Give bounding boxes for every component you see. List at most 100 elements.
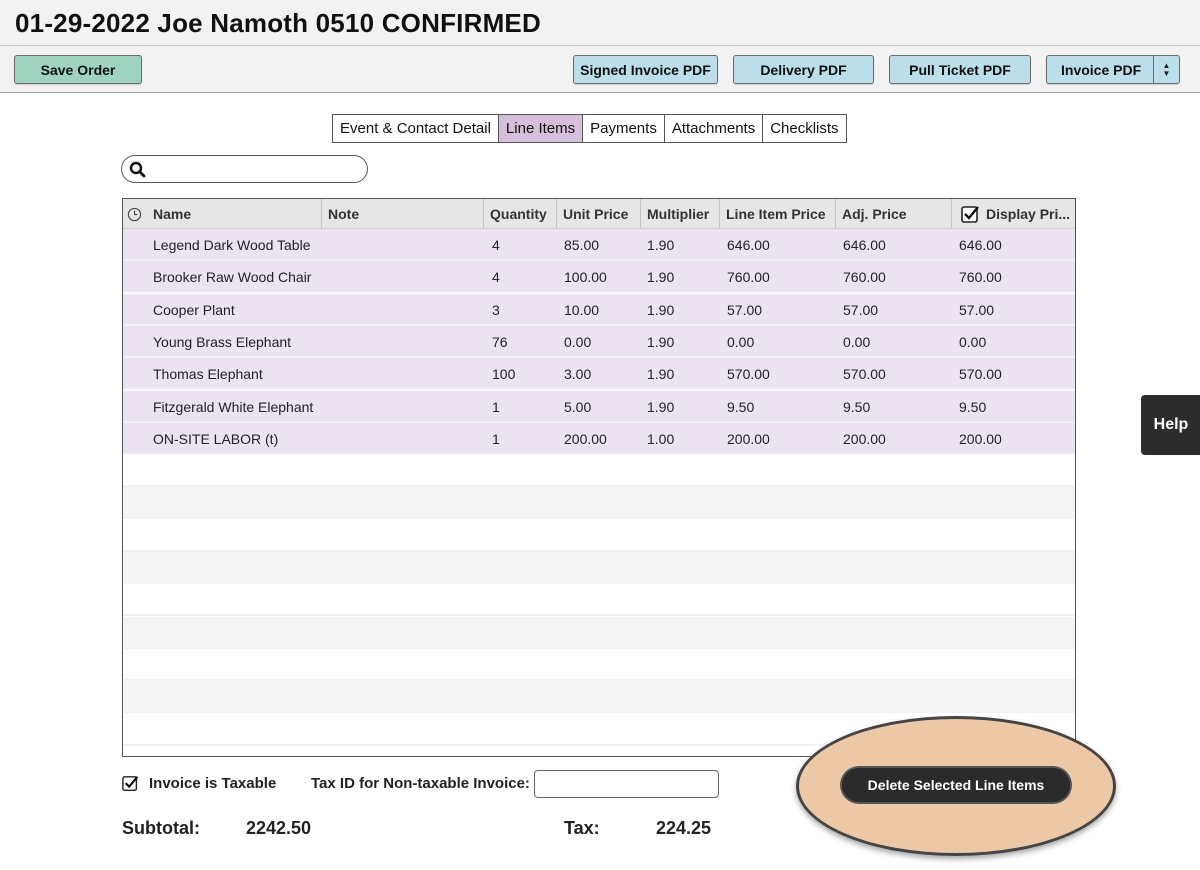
pull-ticket-pdf-button[interactable]: Pull Ticket PDF — [889, 55, 1031, 84]
col-display-price[interactable]: Display Pri... — [952, 199, 1075, 229]
cell-name[interactable]: Young Brass Elephant — [153, 333, 292, 350]
cell-line-item-price[interactable]: 57.00 — [727, 301, 763, 318]
cell-adj-price[interactable]: 9.50 — [843, 398, 871, 415]
cell-unit-price[interactable]: 85.00 — [564, 237, 600, 253]
page-title: 01-29-2022 Joe Namoth 0510 CONFIRMED — [15, 8, 541, 38]
table-row[interactable]: Fitzgerald White Elephant 1 5.00 1.90 9.50 9.… — [123, 390, 1075, 423]
cell-unit-price[interactable]: 100.00 — [564, 269, 607, 286]
cell-line-item-price[interactable]: 9.50 — [727, 398, 755, 415]
tab-line-items[interactable]: Line Items — [498, 115, 584, 142]
cell-unit-price[interactable]: 200.00 — [564, 430, 607, 447]
up-down-chevron-icon[interactable]: ▲ ▼ — [1153, 56, 1179, 83]
line-items-table: Name Note Quantity Unit Price Multiplier… — [122, 198, 1076, 757]
cell-adj-price[interactable]: 0.00 — [843, 333, 871, 350]
cell-multiplier[interactable]: 1.00 — [647, 430, 675, 447]
empty-row — [123, 584, 1075, 617]
col-unit-price[interactable]: Unit Price — [557, 199, 641, 229]
cell-unit-price[interactable]: 10.00 — [564, 301, 600, 318]
invoice-pdf-select[interactable]: Invoice PDF ▲ ▼ — [1046, 55, 1180, 84]
cell-multiplier[interactable]: 1.90 — [647, 333, 675, 350]
cell-multiplier[interactable]: 1.90 — [647, 398, 675, 415]
table-header: Name Note Quantity Unit Price Multiplier… — [123, 199, 1075, 229]
cell-unit-price[interactable]: 5.00 — [564, 398, 592, 415]
cell-quantity[interactable]: 76 — [492, 333, 508, 350]
cell-multiplier[interactable]: 1.90 — [647, 237, 675, 253]
col-line-item-price[interactable]: Line Item Price — [720, 199, 836, 229]
cell-quantity[interactable]: 1 — [492, 398, 500, 415]
invoice-pdf-label: Invoice PDF — [1061, 61, 1142, 78]
cell-adj-price[interactable]: 200.00 — [843, 430, 886, 447]
tax-value: 224.25 — [656, 818, 712, 838]
cell-unit-price[interactable]: 3.00 — [564, 366, 592, 383]
save-order-button[interactable]: Save Order — [14, 55, 142, 84]
cell-line-item-price[interactable]: 760.00 — [727, 269, 770, 286]
signed-invoice-pdf-button[interactable]: Signed Invoice PDF — [573, 55, 718, 84]
tab-attachments[interactable]: Attachments — [665, 115, 764, 142]
table-row[interactable]: Thomas Elephant 100 3.00 1.90 570.00 570.00 57… — [123, 358, 1075, 391]
subtotal-label: Subtotal: — [122, 818, 200, 838]
empty-row — [123, 487, 1075, 520]
cell-line-item-price[interactable]: 0.00 — [727, 333, 755, 350]
col-adj-price[interactable]: Adj. Price — [836, 199, 952, 229]
table-row[interactable]: ON-SITE LABOR (t) 1 200.00 1.00 200.00 200.00… — [123, 422, 1075, 455]
cell-display-price[interactable]: 760.00 — [959, 269, 1002, 286]
cell-display-price[interactable]: 9.50 — [959, 398, 987, 415]
invoice-taxable-checkbox[interactable] — [122, 775, 140, 793]
cell-quantity[interactable]: 3 — [492, 301, 500, 318]
cell-name[interactable]: Thomas Elephant — [153, 366, 263, 383]
help-button[interactable]: Help — [1141, 395, 1200, 455]
empty-row — [123, 552, 1075, 584]
delete-selected-line-items-button[interactable]: Delete Selected Line Items — [842, 768, 1070, 802]
cell-multiplier[interactable]: 1.90 — [647, 269, 675, 286]
tax-id-input[interactable] — [534, 770, 719, 798]
cell-line-item-price[interactable]: 570.00 — [727, 366, 770, 383]
cell-quantity[interactable]: 1 — [492, 430, 500, 447]
cell-adj-price[interactable]: 570.00 — [843, 366, 886, 383]
empty-row — [123, 519, 1075, 552]
col-display-price-label: Display Pri... — [986, 206, 1071, 222]
cell-line-item-price[interactable]: 646.00 — [727, 237, 770, 253]
cell-line-item-price[interactable]: 200.00 — [727, 430, 770, 447]
cell-display-price[interactable]: 0.00 — [959, 333, 987, 350]
tax-id-label: Tax ID for Non-taxable Invoice: — [311, 775, 530, 792]
cell-display-price[interactable]: 200.00 — [959, 430, 1002, 447]
tab-payments[interactable]: Payments — [583, 115, 665, 142]
cell-quantity[interactable]: 4 — [492, 237, 500, 253]
delivery-pdf-button[interactable]: Delivery PDF — [733, 55, 874, 84]
col-name[interactable]: Name — [147, 199, 322, 229]
empty-row — [123, 616, 1075, 649]
cell-display-price[interactable]: 57.00 — [959, 301, 995, 318]
search-icon — [129, 161, 146, 178]
cell-quantity[interactable]: 100 — [492, 366, 516, 383]
clock-icon[interactable] — [123, 199, 147, 229]
tab-checklists[interactable]: Checklists — [770, 120, 839, 137]
search-input[interactable] — [150, 159, 360, 179]
cell-name[interactable]: Fitzgerald White Elephant — [153, 398, 314, 415]
col-multiplier[interactable]: Multiplier — [641, 199, 720, 229]
invoice-taxable-label: Invoice is Taxable — [149, 775, 277, 792]
table-row[interactable]: Legend Dark Wood Table 4 85.00 1.90 646.00 64… — [123, 229, 1075, 261]
col-quantity[interactable]: Quantity — [484, 199, 557, 229]
cell-unit-price[interactable]: 0.00 — [564, 333, 592, 350]
tab-event-contact-detail[interactable]: Event & Contact Detail — [333, 115, 499, 142]
cell-multiplier[interactable]: 1.90 — [647, 366, 675, 383]
col-note[interactable]: Note — [322, 199, 484, 229]
cell-name[interactable]: ON-SITE LABOR (t) — [153, 430, 279, 447]
cell-display-price[interactable]: 570.00 — [959, 366, 1002, 383]
cell-multiplier[interactable]: 1.90 — [647, 301, 675, 318]
cell-display-price[interactable]: 646.00 — [959, 237, 1002, 253]
tax-label: Tax: — [564, 818, 600, 838]
cell-quantity[interactable]: 4 — [492, 269, 500, 286]
cell-adj-price[interactable]: 760.00 — [843, 269, 886, 286]
display-price-checkbox-icon[interactable] — [960, 204, 980, 224]
subtotal-value: 2242.50 — [246, 818, 312, 838]
cell-name[interactable]: Legend Dark Wood Table — [153, 237, 311, 253]
table-row[interactable]: Brooker Raw Wood Chair 4 100.00 1.90 760.00 7… — [123, 261, 1075, 294]
cell-adj-price[interactable]: 57.00 — [843, 301, 879, 318]
table-row[interactable]: Young Brass Elephant 76 0.00 1.90 0.00 0.00 0.… — [123, 325, 1075, 358]
cell-name[interactable]: Cooper Plant — [153, 301, 235, 318]
table-row[interactable]: Cooper Plant 3 10.00 1.90 57.00 57.00 57.00 — [123, 293, 1075, 326]
cell-name[interactable]: Brooker Raw Wood Chair — [153, 269, 312, 286]
cell-adj-price[interactable]: 646.00 — [843, 237, 886, 253]
search-box — [121, 155, 368, 183]
